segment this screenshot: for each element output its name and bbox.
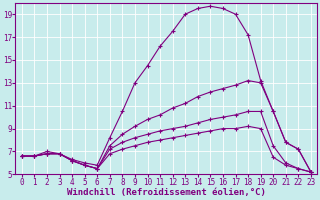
X-axis label: Windchill (Refroidissement éolien,°C): Windchill (Refroidissement éolien,°C) [67, 188, 266, 197]
